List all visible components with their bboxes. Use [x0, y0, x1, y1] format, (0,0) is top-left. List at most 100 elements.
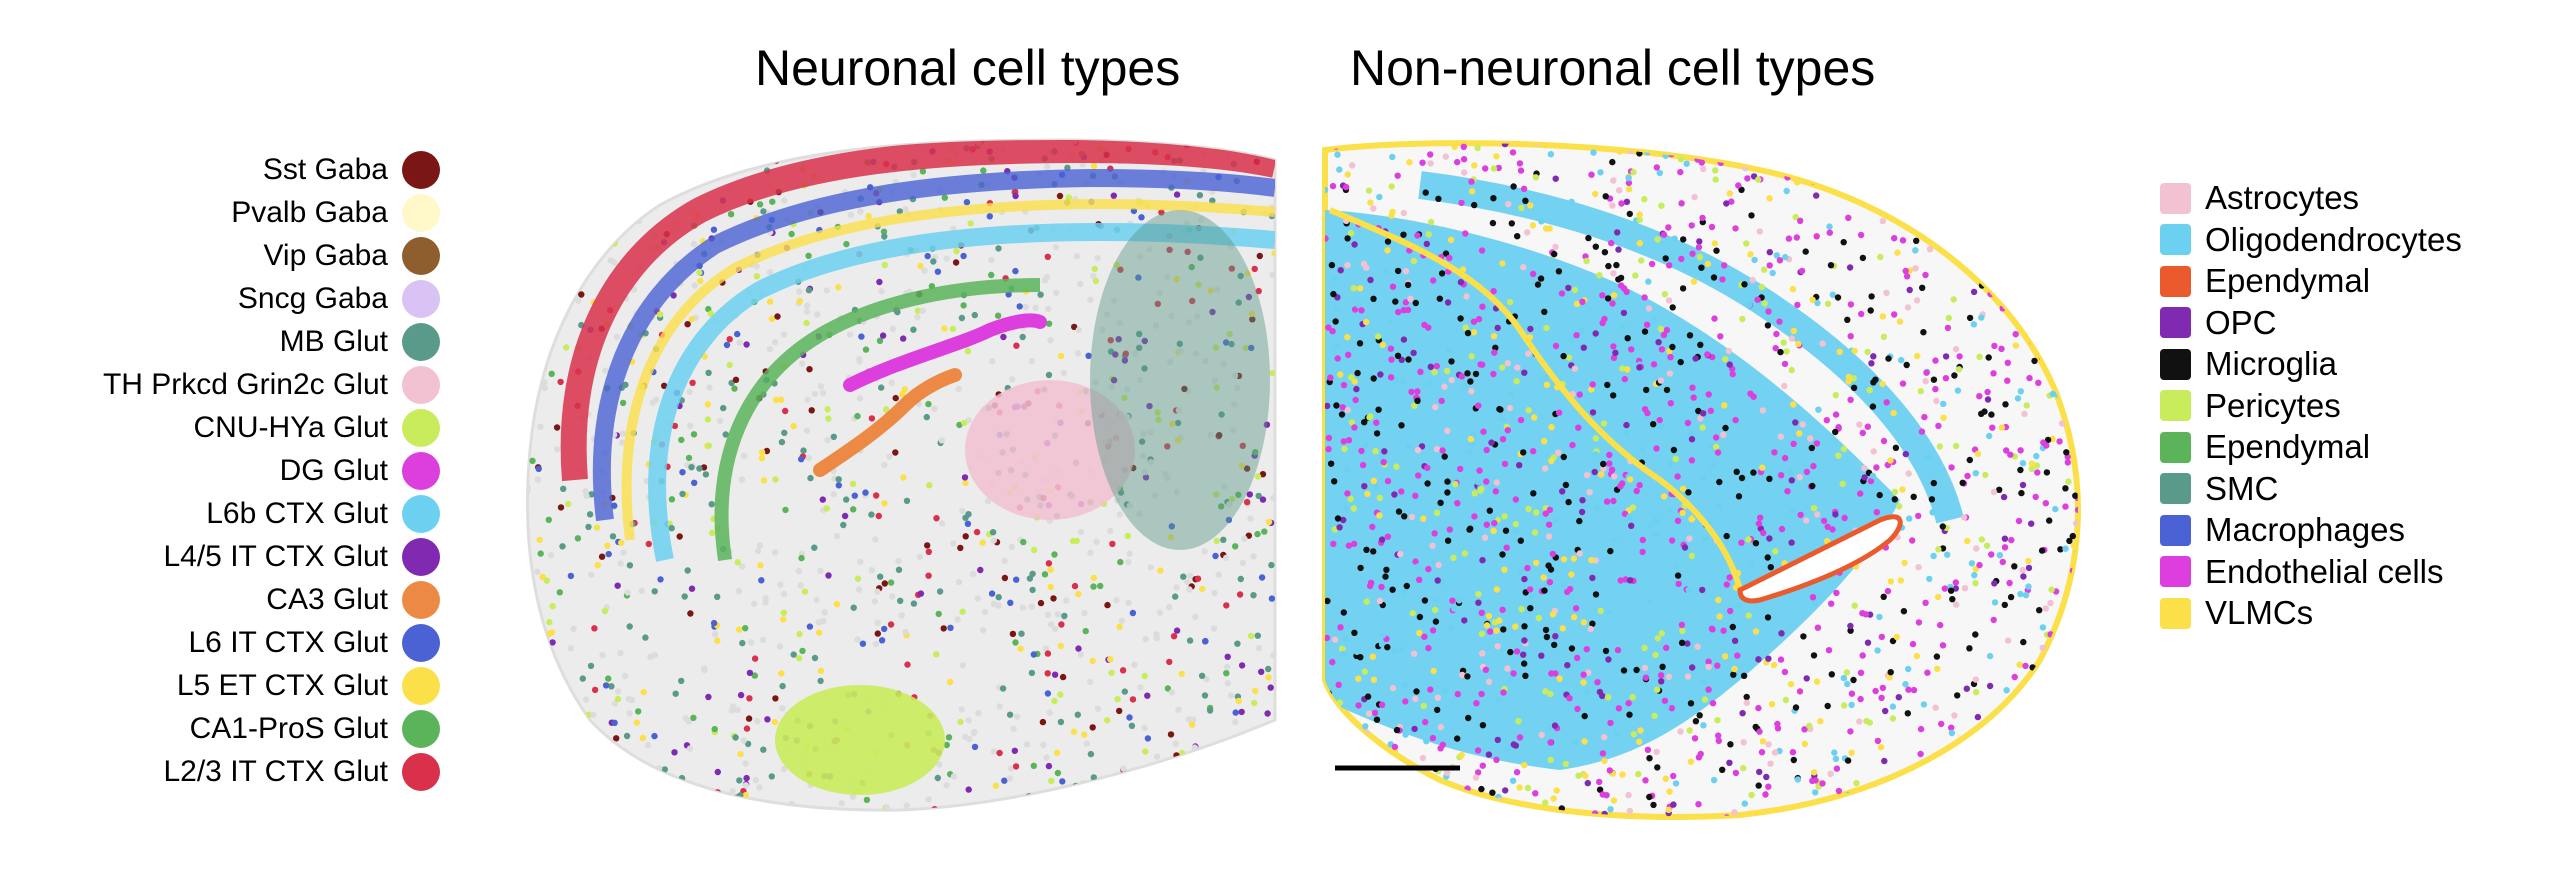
cell-dot	[1475, 315, 1483, 323]
cell-dot	[1254, 530, 1261, 538]
cell-dot	[1583, 471, 1591, 479]
cell-dot	[728, 379, 735, 387]
cell-dot	[2036, 607, 2043, 614]
cell-dot	[1560, 495, 1567, 502]
cell-dot	[1152, 322, 1160, 329]
cell-dot	[900, 474, 907, 481]
cell-dot	[1503, 544, 1510, 551]
cell-dot	[1332, 726, 1340, 733]
cell-dot	[931, 405, 938, 412]
cell-dot	[1510, 183, 1517, 190]
cell-dot	[1164, 273, 1171, 281]
cell-dot	[1379, 632, 1386, 639]
cell-dot	[1458, 199, 1465, 207]
cell-dot	[1124, 386, 1131, 393]
cell-dot	[1421, 597, 1429, 604]
cell-dot	[1142, 748, 1149, 755]
cell-dot	[1517, 568, 1525, 576]
cell-dot	[622, 381, 629, 388]
cell-dot	[705, 442, 712, 449]
cell-dot	[1585, 234, 1592, 242]
cell-dot	[959, 507, 966, 515]
cell-dot	[535, 465, 542, 472]
cell-dot	[612, 146, 620, 153]
cell-dot	[1610, 392, 1617, 399]
cell-dot	[941, 194, 948, 201]
cell-dot	[2037, 173, 2044, 181]
cell-dot	[1824, 523, 1831, 530]
cell-dot	[1878, 633, 1886, 641]
cell-dot	[1547, 151, 1555, 158]
cell-dot	[1482, 666, 1490, 673]
cell-dot	[1678, 639, 1686, 646]
cell-dot	[1999, 261, 2007, 269]
cell-dot	[1950, 296, 1957, 303]
cell-dot	[1495, 164, 1503, 172]
cell-dot	[1512, 623, 1519, 630]
cell-dot	[1474, 479, 1482, 486]
cell-dot	[583, 696, 590, 703]
cell-dot	[2059, 143, 2067, 145]
cell-dot	[1442, 687, 1449, 695]
cell-dot	[720, 404, 727, 412]
cell-dot	[1566, 695, 1573, 702]
cell-dot	[1158, 209, 1165, 216]
cell-dot	[808, 407, 815, 414]
cell-dot	[1586, 489, 1593, 496]
cell-dot	[1610, 797, 1618, 804]
cell-dot	[1549, 550, 1557, 558]
cell-dot	[824, 406, 831, 413]
legend-item-cnu-hya-glut: CNU-HYa Glut	[194, 408, 440, 448]
cell-dot	[1921, 413, 1928, 421]
cell-dot	[1331, 478, 1338, 485]
cell-dot	[1375, 406, 1382, 413]
cell-dot	[1979, 190, 1987, 197]
cell-dot	[1089, 724, 1096, 731]
cell-dot	[1082, 627, 1089, 635]
cell-dot	[1166, 246, 1173, 253]
cell-dot	[1210, 625, 1218, 632]
cell-dot	[1434, 509, 1441, 517]
cell-dot	[1847, 333, 1854, 340]
cell-dot	[757, 562, 764, 569]
cell-dot	[1983, 733, 1990, 741]
cell-dot	[1543, 633, 1551, 641]
cell-dot	[1461, 617, 1468, 624]
cell-dot	[1995, 152, 2003, 160]
cell-dot	[1099, 326, 1106, 334]
cell-dot	[756, 784, 763, 791]
cell-dot	[962, 733, 969, 741]
cell-dot	[1378, 701, 1386, 708]
cell-dot	[1325, 186, 1329, 194]
cell-dot	[587, 662, 595, 670]
cortex-layer-l6b	[648, 222, 1275, 562]
cell-dot	[1648, 260, 1656, 268]
cell-dot	[1699, 214, 1706, 222]
cell-dot	[2033, 304, 2041, 312]
cell-dot	[1353, 648, 1361, 655]
cell-dot	[1393, 463, 1400, 470]
cell-dot	[1347, 374, 1355, 381]
cell-dot	[527, 574, 531, 582]
cell-dot	[1759, 738, 1767, 745]
cell-dot	[1690, 394, 1697, 401]
cell-dot	[1057, 642, 1065, 650]
legend-item-microglia: Microglia	[2160, 345, 2337, 382]
cell-dot	[756, 201, 764, 208]
cell-dot	[1639, 536, 1647, 544]
cell-dot	[1603, 498, 1611, 505]
cell-dot	[1140, 452, 1147, 460]
cell-dot	[1738, 474, 1746, 482]
cell-dot	[1329, 182, 1337, 190]
hippocampus-ca1	[714, 278, 1041, 562]
cell-dot	[2063, 449, 2070, 456]
cell-dot	[1651, 712, 1658, 719]
cell-dot	[938, 437, 946, 444]
cell-dot	[1376, 494, 1384, 502]
cell-dot	[2069, 343, 2076, 350]
cell-dot	[974, 595, 981, 602]
cell-dot	[1813, 440, 1821, 447]
cell-dot	[2020, 573, 2027, 580]
cell-dot	[1732, 769, 1740, 777]
cell-dot	[1740, 739, 1747, 746]
